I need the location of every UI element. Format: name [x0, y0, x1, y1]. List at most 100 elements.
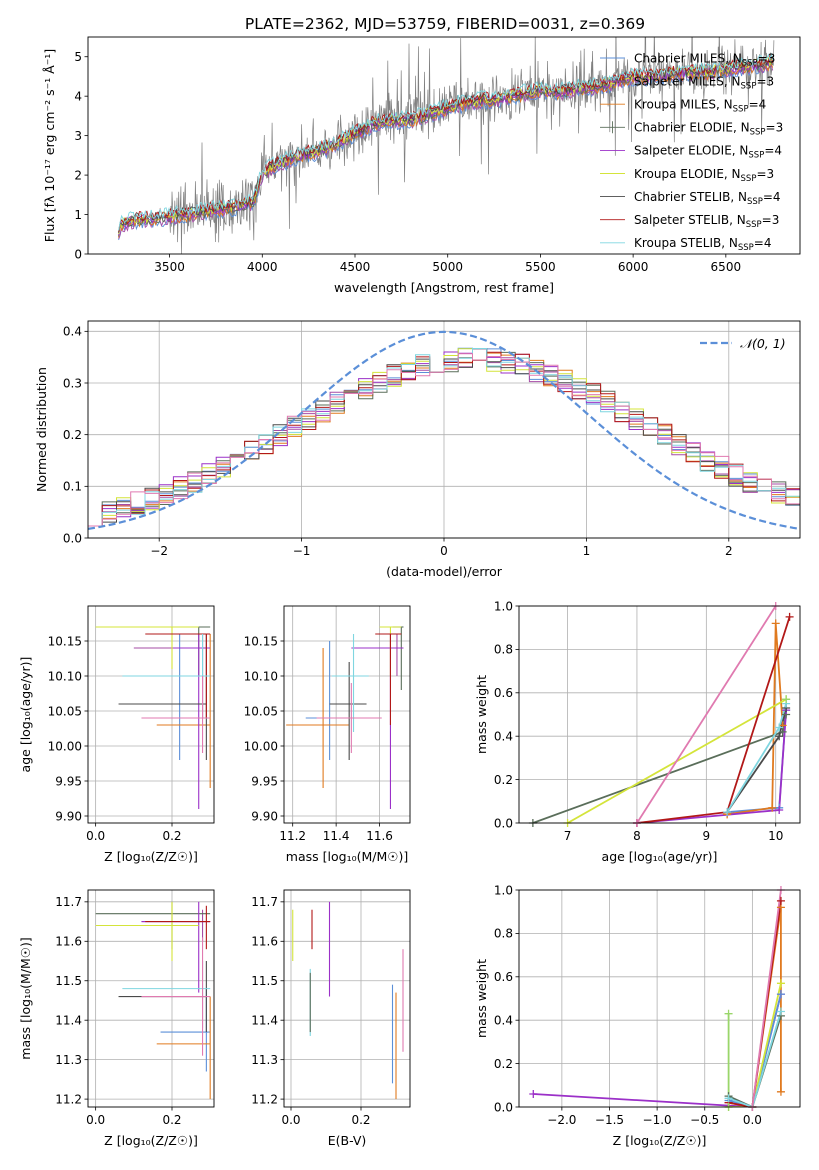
weight-marker [775, 732, 784, 741]
x-axis-label: Z [log₁₀(Z/Z☉)] [104, 1133, 198, 1148]
legend-label: Chabrier STELIB, NSSP=4 [634, 190, 781, 207]
weight-line [636, 616, 791, 823]
x-tick-label: 0.2 [351, 1113, 370, 1127]
y-axis-label: mass [log₁₀(M/M☉)] [18, 937, 33, 1059]
y-tick-label: 1.0 [494, 599, 513, 613]
weight-marker [776, 1007, 785, 1016]
x-axis-label: Z [log₁₀(Z/Z☉)] [613, 1133, 707, 1148]
x-tick-label: −2.0 [547, 1113, 576, 1127]
y-tick-label: 9.95 [55, 774, 82, 788]
axes-frame [518, 605, 801, 824]
weight-marker [724, 1094, 733, 1103]
axes-frame [518, 889, 801, 1108]
x-axis-label: wavelength [Angstrom, rest frame] [334, 280, 554, 295]
y-tick-label: 10.15 [48, 634, 82, 648]
y-tick-label: 0.2 [63, 428, 82, 442]
panel-mass_vs_Z: 0.0 0.2 11.2 11.3 11.4 11.5 11.6 11.7 Z [log₁₀(Z… [18, 889, 215, 1148]
plot-area [292, 901, 404, 1100]
x-tick-label: −1.5 [595, 1113, 624, 1127]
x-tick-label: 8 [633, 829, 641, 843]
x-tick-label: 11.6 [366, 829, 393, 843]
x-tick-label: −1 [293, 544, 311, 558]
x-tick-label: 0.2 [162, 1113, 181, 1127]
plot-area [95, 626, 211, 809]
weight-marker [723, 808, 732, 817]
y-tick-label: 9.95 [251, 774, 278, 788]
plot-area [88, 330, 800, 530]
y-tick-label: 9.90 [55, 809, 82, 823]
weight-line [532, 714, 787, 823]
x-tick-label: 4000 [247, 260, 278, 274]
y-tick-label: 0.2 [494, 1057, 513, 1071]
legend-label: Chabrier ELODIE, NSSP=3 [634, 121, 783, 138]
y-tick-label: 10.00 [48, 739, 82, 753]
x-tick-label: 11.2 [279, 829, 306, 843]
legend-label: Salpeter STELIB, NSSP=3 [634, 213, 779, 230]
y-tick-label: 1 [74, 208, 82, 222]
y-tick-label: 0.0 [494, 1100, 513, 1114]
model-salpeter-stelib [118, 54, 774, 232]
y-tick-label: 11.4 [251, 1014, 278, 1028]
x-axis-label: mass [log₁₀(M/M☉)] [286, 849, 408, 864]
axes-frame [87, 889, 215, 1108]
x-tick-label: 0.0 [86, 1113, 105, 1127]
weight-marker [529, 1089, 538, 1098]
weight-marker [776, 1087, 785, 1096]
x-tick-label: 3500 [154, 260, 185, 274]
y-tick-label: 9.90 [251, 809, 278, 823]
x-tick-label: 5000 [432, 260, 463, 274]
x-tick-label: 5500 [525, 260, 556, 274]
y-tick-label: 11.6 [55, 935, 82, 949]
y-tick-label: 0 [74, 247, 82, 261]
panel-spectrum: 3500 4000 4500 5000 5500 6000 6500 0 1 2 3 4 5 wavele… [42, 36, 801, 295]
panel-mass_vs_ebv: 0.0 0.2 11.2 11.3 11.4 11.5 11.6 11.7 E(B-V) [251, 889, 411, 1148]
weight-line [726, 623, 784, 816]
plot-area [118, 37, 775, 254]
y-tick-label: 10.00 [244, 739, 278, 753]
x-tick-label: 0.0 [86, 829, 105, 843]
y-tick-label: 0.4 [494, 1014, 513, 1028]
panel-weight_vs_Z: −2.0 −1.5 −1.0 −0.5 0.0 0.0 0.2 0.4 0.6 0.8 1.0 Z [… [474, 883, 801, 1148]
axes-frame [283, 605, 411, 824]
legend-label: Chabrier MILES, NSSP=3 [634, 51, 775, 68]
panel-weight_vs_age: 7 8 9 10 0.0 0.2 0.4 0.6 0.8 1.0 age [log₁₀(age/yr… [474, 599, 801, 864]
y-tick-label: 5 [74, 50, 82, 64]
figure-title: PLATE=2362, MJD=53759, FIBERID=0031, z=0… [245, 15, 645, 33]
panel-age_vs_Z: 0.0 0.2 9.90 9.95 10.00 10.05 10.10 10.15 Z [log… [18, 605, 215, 864]
y-tick-label: 0.2 [494, 773, 513, 787]
weight-marker [776, 979, 785, 988]
weight-line [728, 907, 782, 1107]
x-tick-label: 11.4 [323, 829, 350, 843]
y-tick-label: 11.3 [55, 1053, 82, 1067]
x-tick-label: 1 [583, 544, 591, 558]
y-tick-label: 11.2 [251, 1092, 278, 1106]
y-tick-label: 10.10 [48, 669, 82, 683]
y-tick-label: 10.15 [244, 634, 278, 648]
y-tick-label: 3 [74, 129, 82, 143]
axes-frame [87, 36, 801, 255]
legend-label: Kroupa STELIB, NSSP=4 [634, 236, 772, 253]
y-axis-label: mass weight [474, 959, 489, 1038]
weight-marker [724, 1009, 733, 1018]
y-tick-label: 4 [74, 89, 82, 103]
weight-marker [778, 727, 787, 736]
y-tick-label: 0.8 [494, 927, 513, 941]
weight-line [728, 1011, 782, 1107]
weight-marker [775, 805, 784, 814]
weight-line [636, 710, 787, 823]
y-tick-label: 0.6 [494, 686, 513, 700]
y-tick-label: 2 [74, 168, 82, 182]
y-axis-label: age [log₁₀(age/yr)] [18, 657, 33, 773]
x-tick-label: −2 [150, 544, 168, 558]
x-tick-label: 0.0 [743, 1113, 762, 1127]
y-tick-label: 1.0 [494, 883, 513, 897]
x-tick-label: −1.0 [643, 1113, 672, 1127]
x-tick-label: 6500 [711, 260, 742, 274]
weight-marker [771, 619, 780, 628]
x-tick-label: 0.2 [162, 829, 181, 843]
axes-frame [283, 889, 411, 1108]
weight-marker [776, 990, 785, 999]
x-tick-label: 10 [768, 829, 783, 843]
y-tick-label: 11.7 [251, 895, 278, 909]
gaussian-curve [88, 330, 800, 530]
